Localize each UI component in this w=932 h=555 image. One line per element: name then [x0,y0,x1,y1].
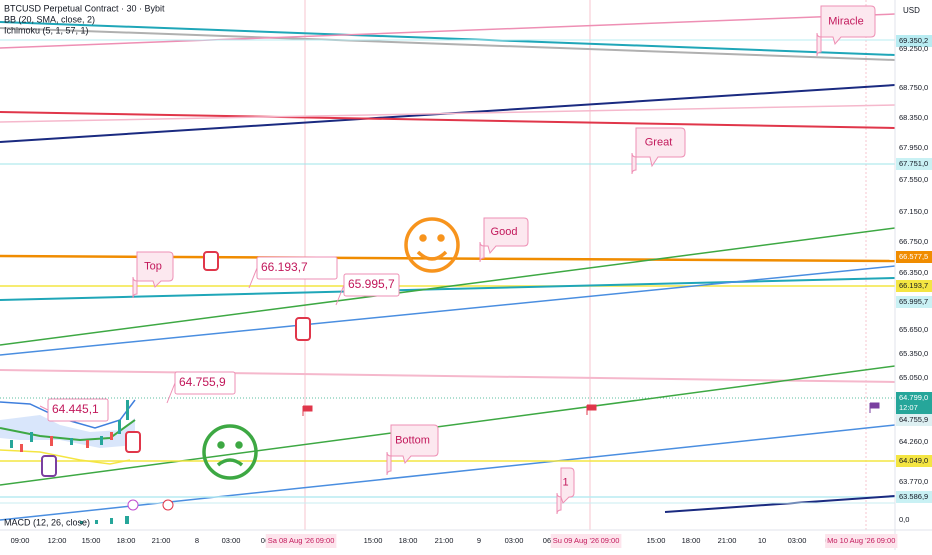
callout-bubble [479,217,529,263]
time-label: 03:00 [505,536,524,545]
time-label: 18:00 [117,536,136,545]
callout-text: Good [491,226,518,238]
price-label: 0,0 [899,515,909,524]
price-label: 67.751,0 [899,159,928,168]
price-label: 64.799,0 [899,393,928,402]
price-badge [896,251,932,263]
price-label: 65.650,0 [899,325,928,334]
time-label: Mo 10 Aug '26 [827,536,875,545]
price-label: 68.350,0 [899,113,928,122]
price-label: 66.750,0 [899,237,928,246]
price-note-box [256,256,338,280]
price-label: 66.193,7 [899,281,928,290]
callout-text: 1 [562,476,568,488]
price-note-leader [166,382,176,404]
smiley-sad [202,424,258,480]
smiley-happy [404,217,460,273]
callout-bubble [386,424,439,476]
time-label: 8 [195,536,199,545]
price-label: 64.260,0 [899,437,928,446]
time-label: 21:00 [718,536,737,545]
time-label: 15:00 [647,536,666,545]
callout-bubble [816,5,876,57]
price-label: 68.750,0 [899,83,928,92]
time-label: 09:00 [877,536,896,545]
callout-text: Top [144,260,162,272]
price-note-box [174,371,236,395]
price-note-leader [39,405,49,411]
countdown: 12:07 [899,403,918,412]
price-note-leader [248,267,258,289]
time-label: 09:00 [11,536,30,545]
date-badge [825,534,877,548]
price-label: 67.550,0 [899,175,928,184]
time-label: 18:00 [682,536,701,545]
price-badge [896,414,932,426]
price-label: 67.150,0 [899,207,928,216]
price-label: 64.755,9 [899,415,928,424]
time-label: 06: [543,536,553,545]
price-badge [896,280,932,292]
time-label: Sa 08 Aug '26 [268,536,314,545]
time-label: 03:00 [222,536,241,545]
price-note-leader [335,284,345,306]
time-label: 10 [758,536,766,545]
candles [0,399,136,524]
price-label: 66.577,5 [899,252,928,261]
legend-item: BB (20, SMA, close, 2) [4,14,95,24]
price-label: 69.250,0 [899,44,928,53]
time-label: 03:00 [788,536,807,545]
time-label: 21:00 [435,536,454,545]
time-label: 15:00 [82,536,101,545]
price-note: 64.445,1 [52,402,99,416]
price-badge [896,35,932,47]
time-label: 21:00 [152,536,171,545]
price-note: 66.193,7 [261,260,308,274]
date-badge [598,534,622,548]
price-note-box [47,398,109,422]
price-badge [896,296,932,308]
macd-label: MACD (12, 26, close) [4,517,90,527]
price-label: 64.049,0 [899,456,928,465]
price-note: 65.995,7 [348,277,395,291]
price-note-box [343,273,400,297]
time-label: 18:00 [399,536,418,545]
date-badge [550,534,602,548]
hand-icons [41,251,311,477]
time-label: 12:00 [48,536,67,545]
price-label: 66.350,0 [899,268,928,277]
callout-bubble [556,467,575,515]
price-label: 69.350,2 [899,36,928,45]
time-label: 15:00 [364,536,383,545]
price-badge [896,158,932,170]
price-label: 63.770,0 [899,477,928,486]
callout-text: Bottom [395,434,430,446]
date-badge [313,534,337,548]
price-label: 65.050,0 [899,373,928,382]
price-badge [896,491,932,503]
callout-bubble [631,127,686,175]
time-label: 9 [477,536,481,545]
callout-text: Great [645,136,673,148]
price-label: 63.586,9 [899,492,928,501]
time-label: Su 09 Aug '26 [553,536,599,545]
price-note: 64.755,9 [179,375,226,389]
callout-bubble [132,251,174,299]
flags [127,402,880,511]
date-badge [265,534,317,548]
currency: USD [903,6,920,15]
legend-item: Ichimoku (5, 1, 57, 1) [4,25,89,35]
price-badge [896,392,932,414]
time-label: 09:00 [316,536,335,545]
price-label: 65.995,7 [899,297,928,306]
price-label: 67.950,0 [899,143,928,152]
price-badge [896,455,932,467]
date-badge [874,534,898,548]
time-label: 09:00 [601,536,620,545]
price-label: 65.350,0 [899,349,928,358]
callout-text: Miracle [828,15,863,27]
legend-item: BTCUSD Perpetual Contract · 30 · Bybit [4,3,165,13]
